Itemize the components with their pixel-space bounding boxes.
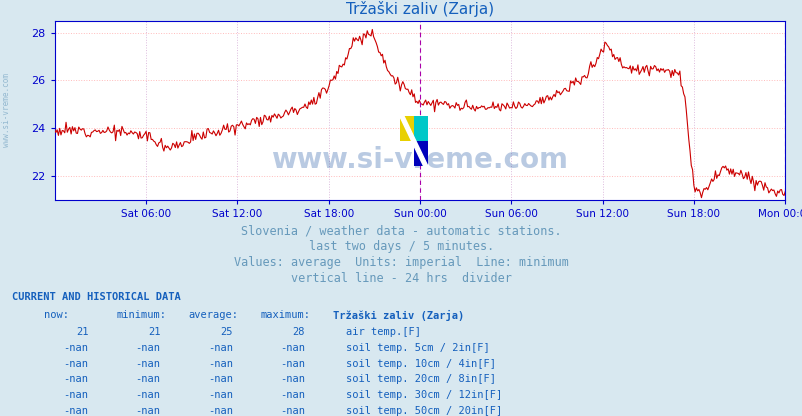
Text: www.si-vreme.com: www.si-vreme.com (2, 73, 11, 147)
Text: soil temp. 50cm / 20in[F]: soil temp. 50cm / 20in[F] (346, 406, 502, 416)
Bar (414, 141, 427, 166)
Text: -nan: -nan (136, 390, 160, 400)
Text: www.si-vreme.com: www.si-vreme.com (271, 146, 568, 174)
Text: -nan: -nan (208, 359, 233, 369)
Text: soil temp. 10cm / 4in[F]: soil temp. 10cm / 4in[F] (346, 359, 496, 369)
Text: -nan: -nan (280, 359, 305, 369)
Text: vertical line - 24 hrs  divider: vertical line - 24 hrs divider (290, 272, 512, 285)
Text: Tržaški zaliv (Zarja): Tržaški zaliv (Zarja) (333, 310, 464, 321)
Text: Slovenia / weather data - automatic stations.: Slovenia / weather data - automatic stat… (241, 225, 561, 238)
Text: -nan: -nan (280, 343, 305, 353)
Text: soil temp. 5cm / 2in[F]: soil temp. 5cm / 2in[F] (346, 343, 489, 353)
Text: -nan: -nan (63, 406, 88, 416)
Text: 28: 28 (292, 327, 305, 337)
Text: -nan: -nan (63, 374, 88, 384)
Text: -nan: -nan (136, 374, 160, 384)
Polygon shape (399, 116, 427, 166)
Text: -nan: -nan (208, 390, 233, 400)
Text: -nan: -nan (208, 374, 233, 384)
Text: -nan: -nan (280, 374, 305, 384)
Text: air temp.[F]: air temp.[F] (346, 327, 420, 337)
Text: 21: 21 (148, 327, 160, 337)
Text: -nan: -nan (136, 359, 160, 369)
Text: -nan: -nan (63, 343, 88, 353)
Text: last two days / 5 minutes.: last two days / 5 minutes. (309, 240, 493, 253)
Text: -nan: -nan (208, 406, 233, 416)
Text: CURRENT AND HISTORICAL DATA: CURRENT AND HISTORICAL DATA (12, 292, 180, 302)
Text: -nan: -nan (63, 359, 88, 369)
Text: 21: 21 (75, 327, 88, 337)
Bar (399, 116, 414, 141)
Text: -nan: -nan (136, 343, 160, 353)
Text: -nan: -nan (208, 343, 233, 353)
Text: now:: now: (44, 310, 69, 319)
Text: maximum:: maximum: (261, 310, 310, 319)
Text: 25: 25 (220, 327, 233, 337)
Text: -nan: -nan (280, 390, 305, 400)
Text: minimum:: minimum: (116, 310, 166, 319)
Text: -nan: -nan (63, 390, 88, 400)
Text: -nan: -nan (136, 406, 160, 416)
Text: soil temp. 30cm / 12in[F]: soil temp. 30cm / 12in[F] (346, 390, 502, 400)
Title: Tržaški zaliv (Zarja): Tržaški zaliv (Zarja) (346, 1, 493, 17)
Text: average:: average: (188, 310, 238, 319)
Text: soil temp. 20cm / 8in[F]: soil temp. 20cm / 8in[F] (346, 374, 496, 384)
Text: -nan: -nan (280, 406, 305, 416)
Text: Values: average  Units: imperial  Line: minimum: Values: average Units: imperial Line: mi… (233, 256, 569, 269)
Bar (414, 116, 427, 141)
